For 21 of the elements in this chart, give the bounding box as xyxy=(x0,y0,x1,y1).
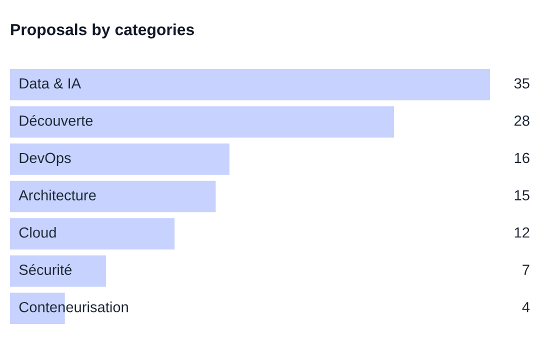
bar xyxy=(10,218,175,250)
data-label: 7 xyxy=(522,264,530,275)
y-tick-label: Architecture xyxy=(18,190,96,200)
bar xyxy=(10,255,106,287)
bar xyxy=(10,68,490,100)
y-tick-label: Cloud xyxy=(19,226,56,238)
data-label: 28 xyxy=(514,116,530,126)
bar xyxy=(10,180,216,212)
y-tick-label: DevOps xyxy=(20,152,71,166)
data-label: 35 xyxy=(514,78,530,89)
y-tick-label: Sécurité xyxy=(19,264,72,275)
data-label: 4 xyxy=(522,302,530,312)
data-label: 15 xyxy=(514,190,530,200)
y-tick-label: Conteneurisation xyxy=(19,302,128,312)
y-tick-label: Data & IA xyxy=(20,78,82,89)
data-label: 12 xyxy=(514,227,530,238)
y-tick-label: Découverte xyxy=(20,114,93,126)
bar xyxy=(10,106,394,138)
data-label: 16 xyxy=(514,152,530,164)
chart-title: Proposals by categories xyxy=(11,24,194,38)
bar xyxy=(10,144,230,175)
